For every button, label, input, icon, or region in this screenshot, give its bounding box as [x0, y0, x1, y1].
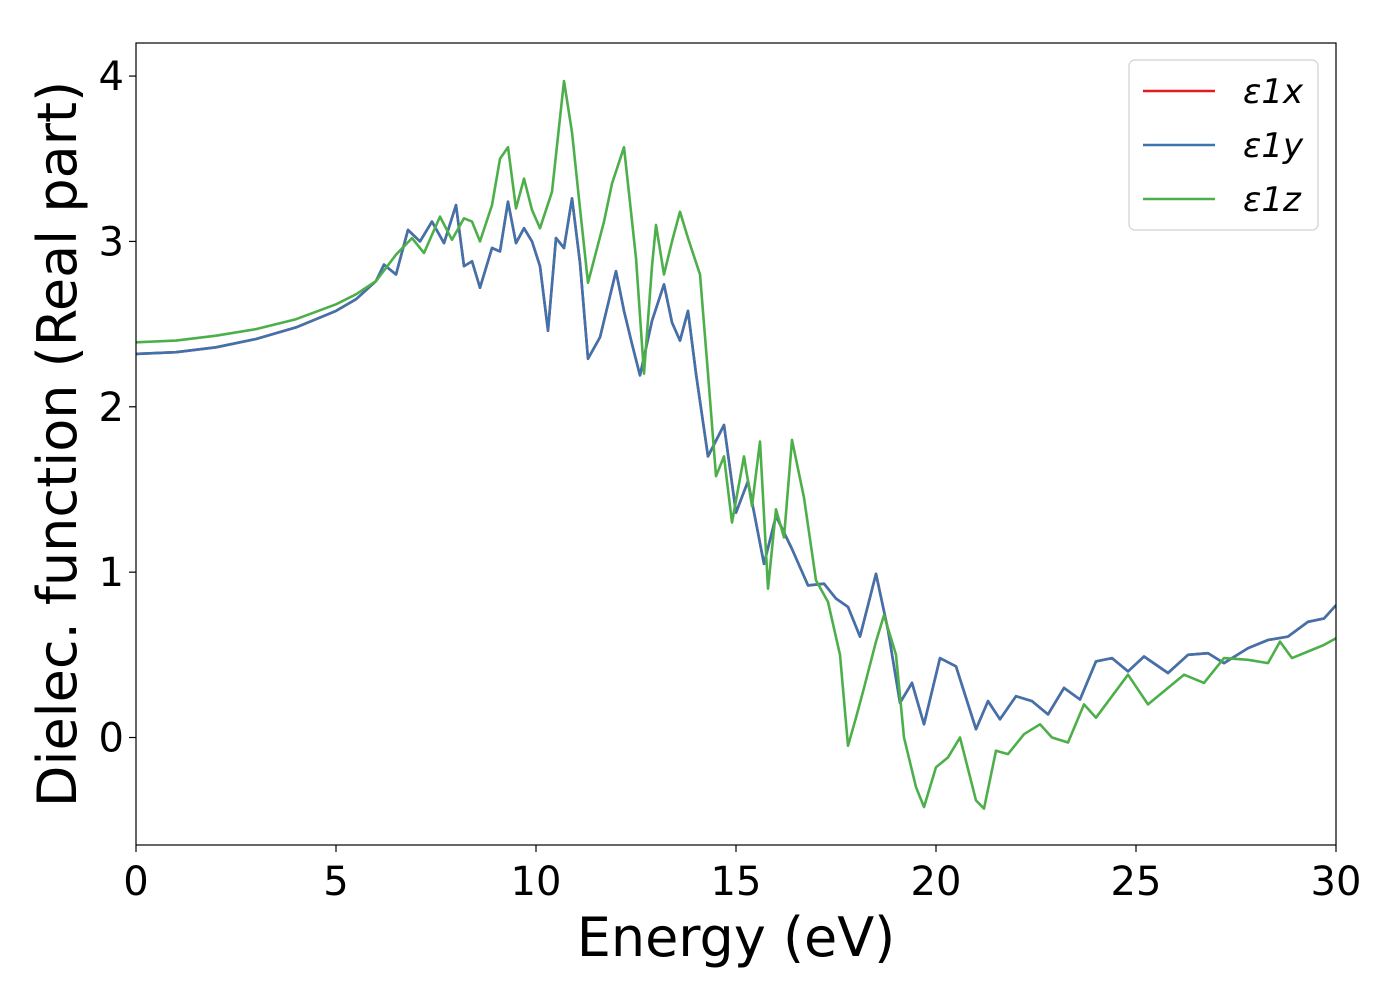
series-line-1 [136, 197, 1336, 731]
x-tick-label: 0 [123, 859, 148, 905]
x-tick-label: 10 [511, 859, 562, 905]
y-tick-label: 2 [99, 385, 124, 431]
x-tick-label: 15 [711, 859, 762, 905]
legend-label-1: ε1y [1243, 126, 1304, 166]
x-tick-label: 5 [323, 859, 348, 905]
legend-box [1128, 59, 1319, 231]
y-tick-label: 1 [99, 550, 124, 596]
x-axis-label: Energy (eV) [577, 906, 896, 969]
legend-label-2: ε1z [1243, 180, 1302, 220]
legend-label-0: ε1x [1243, 72, 1304, 112]
y-tick-label: 0 [99, 716, 124, 762]
x-tick-label: 30 [1311, 859, 1362, 905]
legend: ε1x ε1y ε1z [1128, 59, 1319, 231]
series-line-2 [136, 79, 1336, 810]
series-layer [136, 79, 1336, 810]
x-tick-label: 25 [1111, 859, 1162, 905]
series-line-0 [136, 197, 1336, 731]
y-tick-label: 4 [99, 54, 124, 100]
y-tick-label: 3 [99, 219, 124, 265]
y-axis-label: Dielec. function (Real part) [26, 81, 89, 807]
x-tick-label: 20 [911, 859, 962, 905]
tick-layer: 0 5 10 15 20 25 30 0 1 2 3 4 [99, 54, 1362, 905]
